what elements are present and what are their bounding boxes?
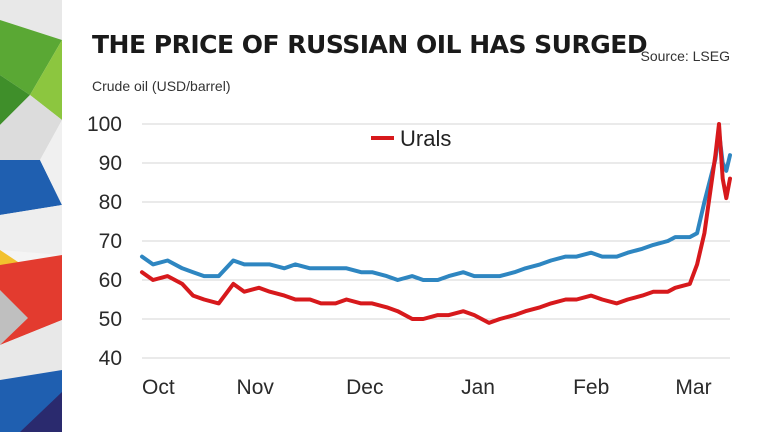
y-tick-label: 60	[99, 269, 122, 292]
chart-panel	[66, 0, 768, 432]
chart-title: THE PRICE OF RUSSIAN OIL HAS SURGED	[92, 30, 648, 59]
grid-lines	[142, 123, 730, 359]
y-tick-label: 90	[99, 152, 122, 175]
line-chart: 40 50 60 70 80 90 100 Oct Nov Dec Jan Feb Mar Urals	[87, 113, 732, 399]
y-tick-label: 80	[99, 191, 122, 214]
x-tick-label: Oct	[142, 376, 175, 399]
y-tick-label: 70	[99, 230, 122, 253]
x-tick-label: Feb	[573, 376, 609, 399]
source-label: Source: LSEG	[640, 48, 731, 64]
x-tick-label: Jan	[461, 376, 495, 399]
legend: Urals	[371, 126, 451, 151]
y-axis-label: Crude oil (USD/barrel)	[92, 78, 231, 94]
series-line-blue	[140, 129, 732, 282]
y-tick-label: 50	[99, 308, 122, 331]
decorative-sidebar	[0, 0, 62, 432]
series-line-urals	[140, 122, 732, 325]
x-tick-label: Nov	[237, 376, 275, 399]
legend-label-urals: Urals	[400, 126, 451, 151]
y-ticks: 40 50 60 70 80 90 100	[87, 113, 122, 370]
y-tick-label: 100	[87, 113, 122, 136]
y-tick-label: 40	[99, 347, 122, 370]
series-lines	[140, 122, 732, 325]
x-tick-label: Dec	[346, 376, 383, 399]
geometric-pattern	[0, 0, 62, 432]
x-ticks: Oct Nov Dec Jan Feb Mar	[142, 376, 712, 399]
x-tick-label: Mar	[675, 376, 711, 399]
